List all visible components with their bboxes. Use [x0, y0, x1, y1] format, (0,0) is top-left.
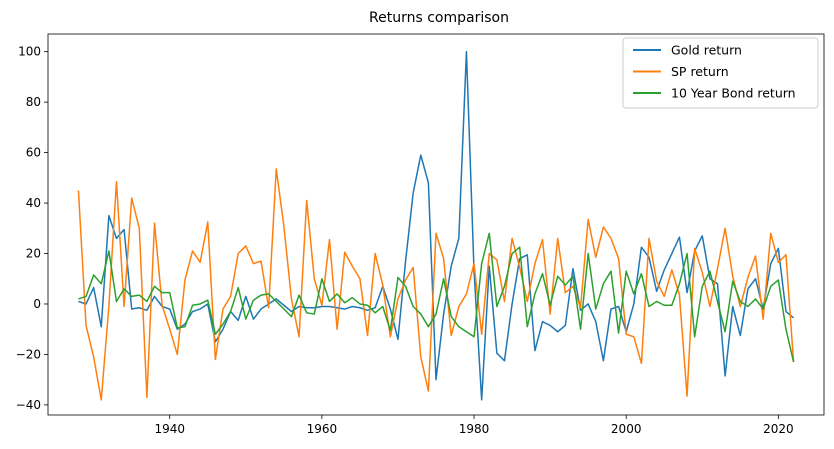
y-tick-label: 60 — [26, 146, 41, 160]
legend-label: SP return — [671, 64, 729, 79]
x-tick-label: 2000 — [611, 422, 642, 436]
legend-box — [622, 37, 819, 109]
y-tick-label: −20 — [16, 347, 41, 361]
y-tick-label: 40 — [26, 196, 41, 210]
x-axis: 1940 1960 1980 2000 2020 — [154, 415, 794, 436]
chart-title: Returns comparison — [369, 10, 509, 26]
series-layer — [77, 50, 795, 401]
legend: Gold return SP return 10 Year Bond return — [622, 37, 819, 109]
plot-area — [47, 33, 825, 416]
series-line-3 — [78, 232, 795, 363]
series-line-2 — [77, 168, 795, 401]
plot-frame — [47, 33, 825, 416]
x-tick-label: 1980 — [459, 422, 490, 436]
x-tick-label: 1940 — [154, 422, 185, 436]
x-tick-label: 2020 — [763, 422, 794, 436]
y-tick-label: −40 — [16, 398, 41, 412]
legend-label: 10 Year Bond return — [671, 86, 796, 101]
series-line-1 — [78, 50, 795, 401]
legend-label: Gold return — [671, 43, 742, 58]
y-axis: −40 −20 0 20 40 60 80 100 — [16, 45, 48, 412]
y-tick-label: 0 — [33, 297, 41, 311]
y-tick-label: 100 — [18, 45, 41, 59]
x-tick-label: 1960 — [307, 422, 338, 436]
y-tick-label: 20 — [26, 247, 41, 261]
y-tick-label: 80 — [26, 95, 41, 109]
